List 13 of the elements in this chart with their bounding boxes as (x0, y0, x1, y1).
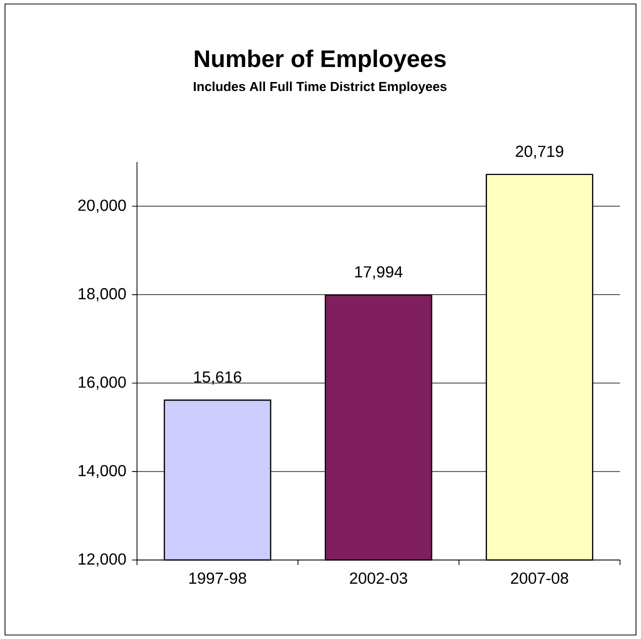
x-tick-label: 1997-98 (189, 572, 246, 584)
y-tick-label: 12,000 (78, 553, 126, 567)
y-tick-label: 20,000 (78, 200, 126, 213)
y-tick-label: 14,000 (78, 464, 126, 478)
data-label: 17,994 (355, 266, 403, 280)
chart-subtitle: Includes All Full Time District Employees (194, 82, 447, 94)
y-tick-label: 18,000 (78, 288, 126, 302)
y-tick-label: 16,000 (78, 376, 126, 390)
x-tick-label: 2002-03 (350, 572, 408, 584)
chart-title: Number of Employees (194, 50, 446, 72)
x-tick-label: 2007-08 (510, 572, 568, 584)
data-label: 15,616 (194, 371, 242, 385)
data-label: 20,719 (516, 146, 564, 159)
